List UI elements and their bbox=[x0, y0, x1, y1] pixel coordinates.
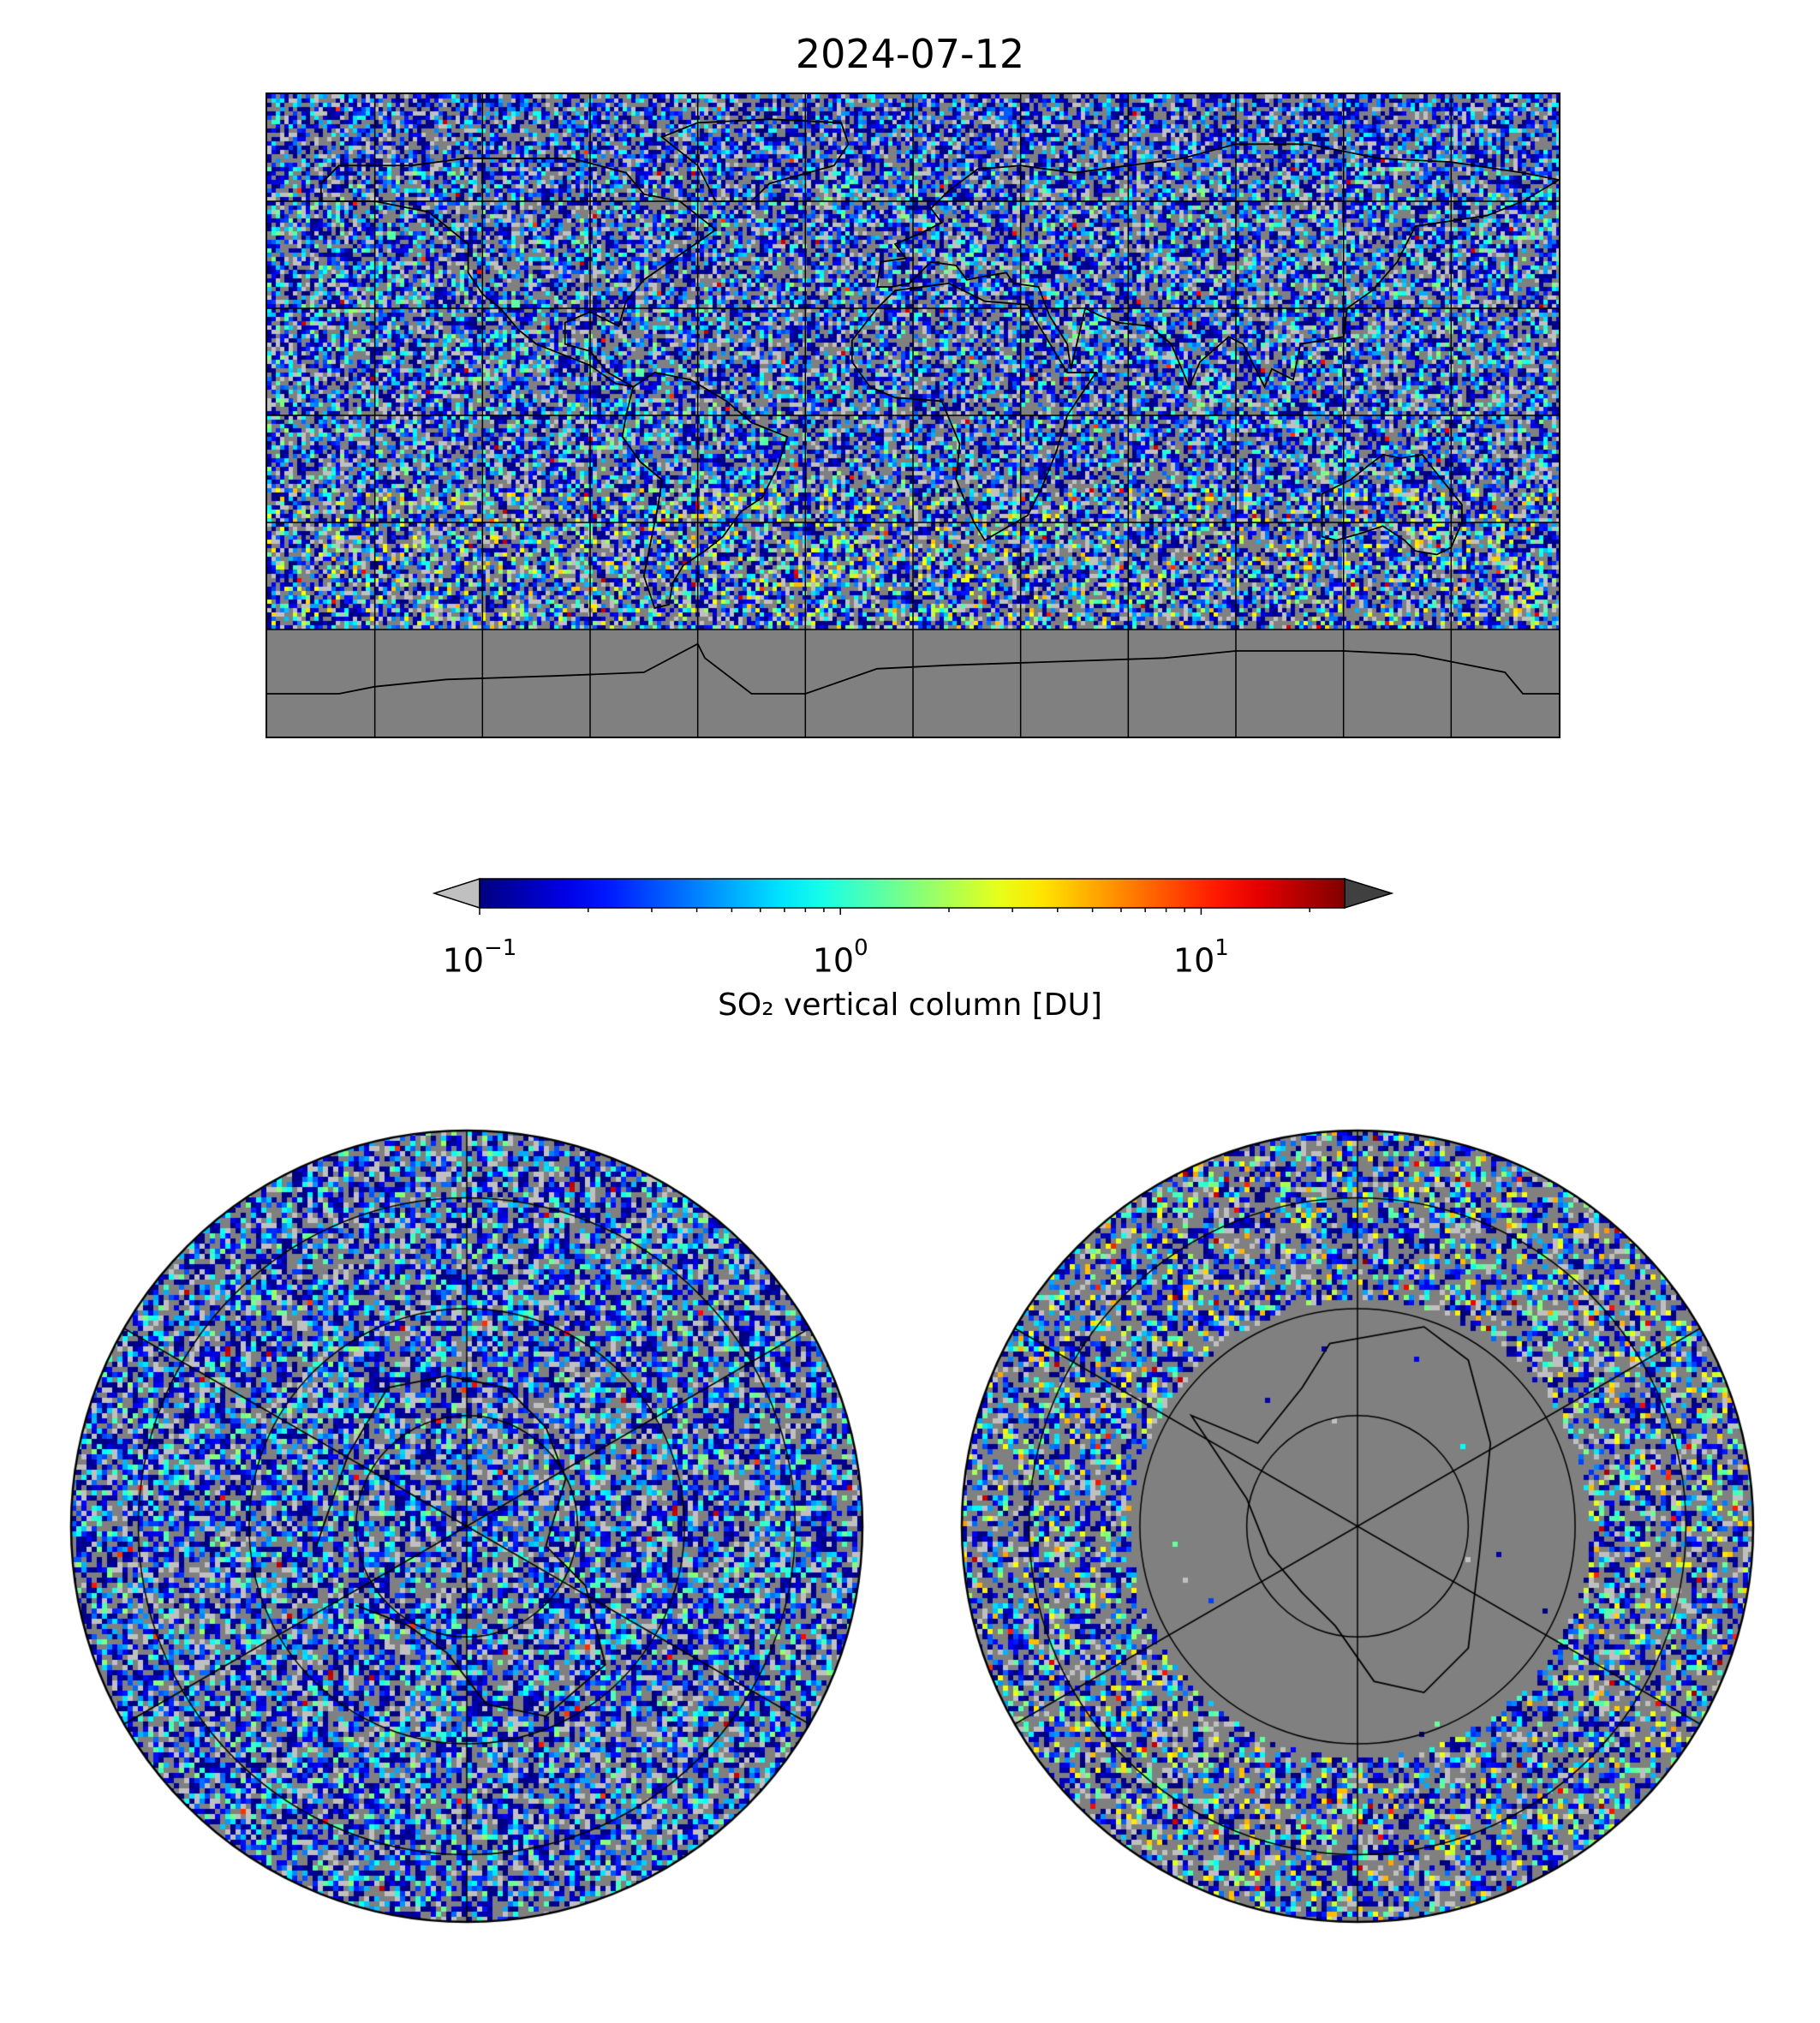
south-polar-map bbox=[958, 1126, 1757, 1926]
world-gridlines-coastlines bbox=[267, 94, 1559, 737]
north-polar-map bbox=[67, 1126, 867, 1926]
europe-asia-coastline bbox=[876, 143, 1559, 390]
colorbar bbox=[433, 872, 1396, 915]
colorbar-label: SO₂ vertical column [DU] bbox=[718, 988, 1102, 1023]
greenland-coastline bbox=[660, 118, 850, 202]
antarctica-coastline bbox=[267, 642, 1559, 695]
colorbar-tick-label: 100 bbox=[812, 935, 868, 980]
north-polar-so2-field bbox=[67, 1126, 867, 1926]
colorbar-tick-label: 10−1 bbox=[442, 935, 517, 980]
colorbar-body bbox=[479, 878, 1346, 909]
colorbar-over-extension bbox=[1344, 877, 1394, 910]
colorbar-under-extension bbox=[433, 877, 480, 910]
colorbar-tick-label: 101 bbox=[1173, 935, 1229, 980]
africa-coastline bbox=[850, 282, 1098, 542]
australia-coastline bbox=[1321, 453, 1463, 556]
south-america-coastline bbox=[621, 372, 789, 610]
north-america-coastline bbox=[319, 158, 718, 388]
colorbar-gradient bbox=[433, 877, 1394, 915]
figure-title: 2024-07-12 bbox=[795, 31, 1025, 77]
world-map bbox=[266, 92, 1560, 738]
south-polar-so2-field bbox=[958, 1126, 1757, 1926]
